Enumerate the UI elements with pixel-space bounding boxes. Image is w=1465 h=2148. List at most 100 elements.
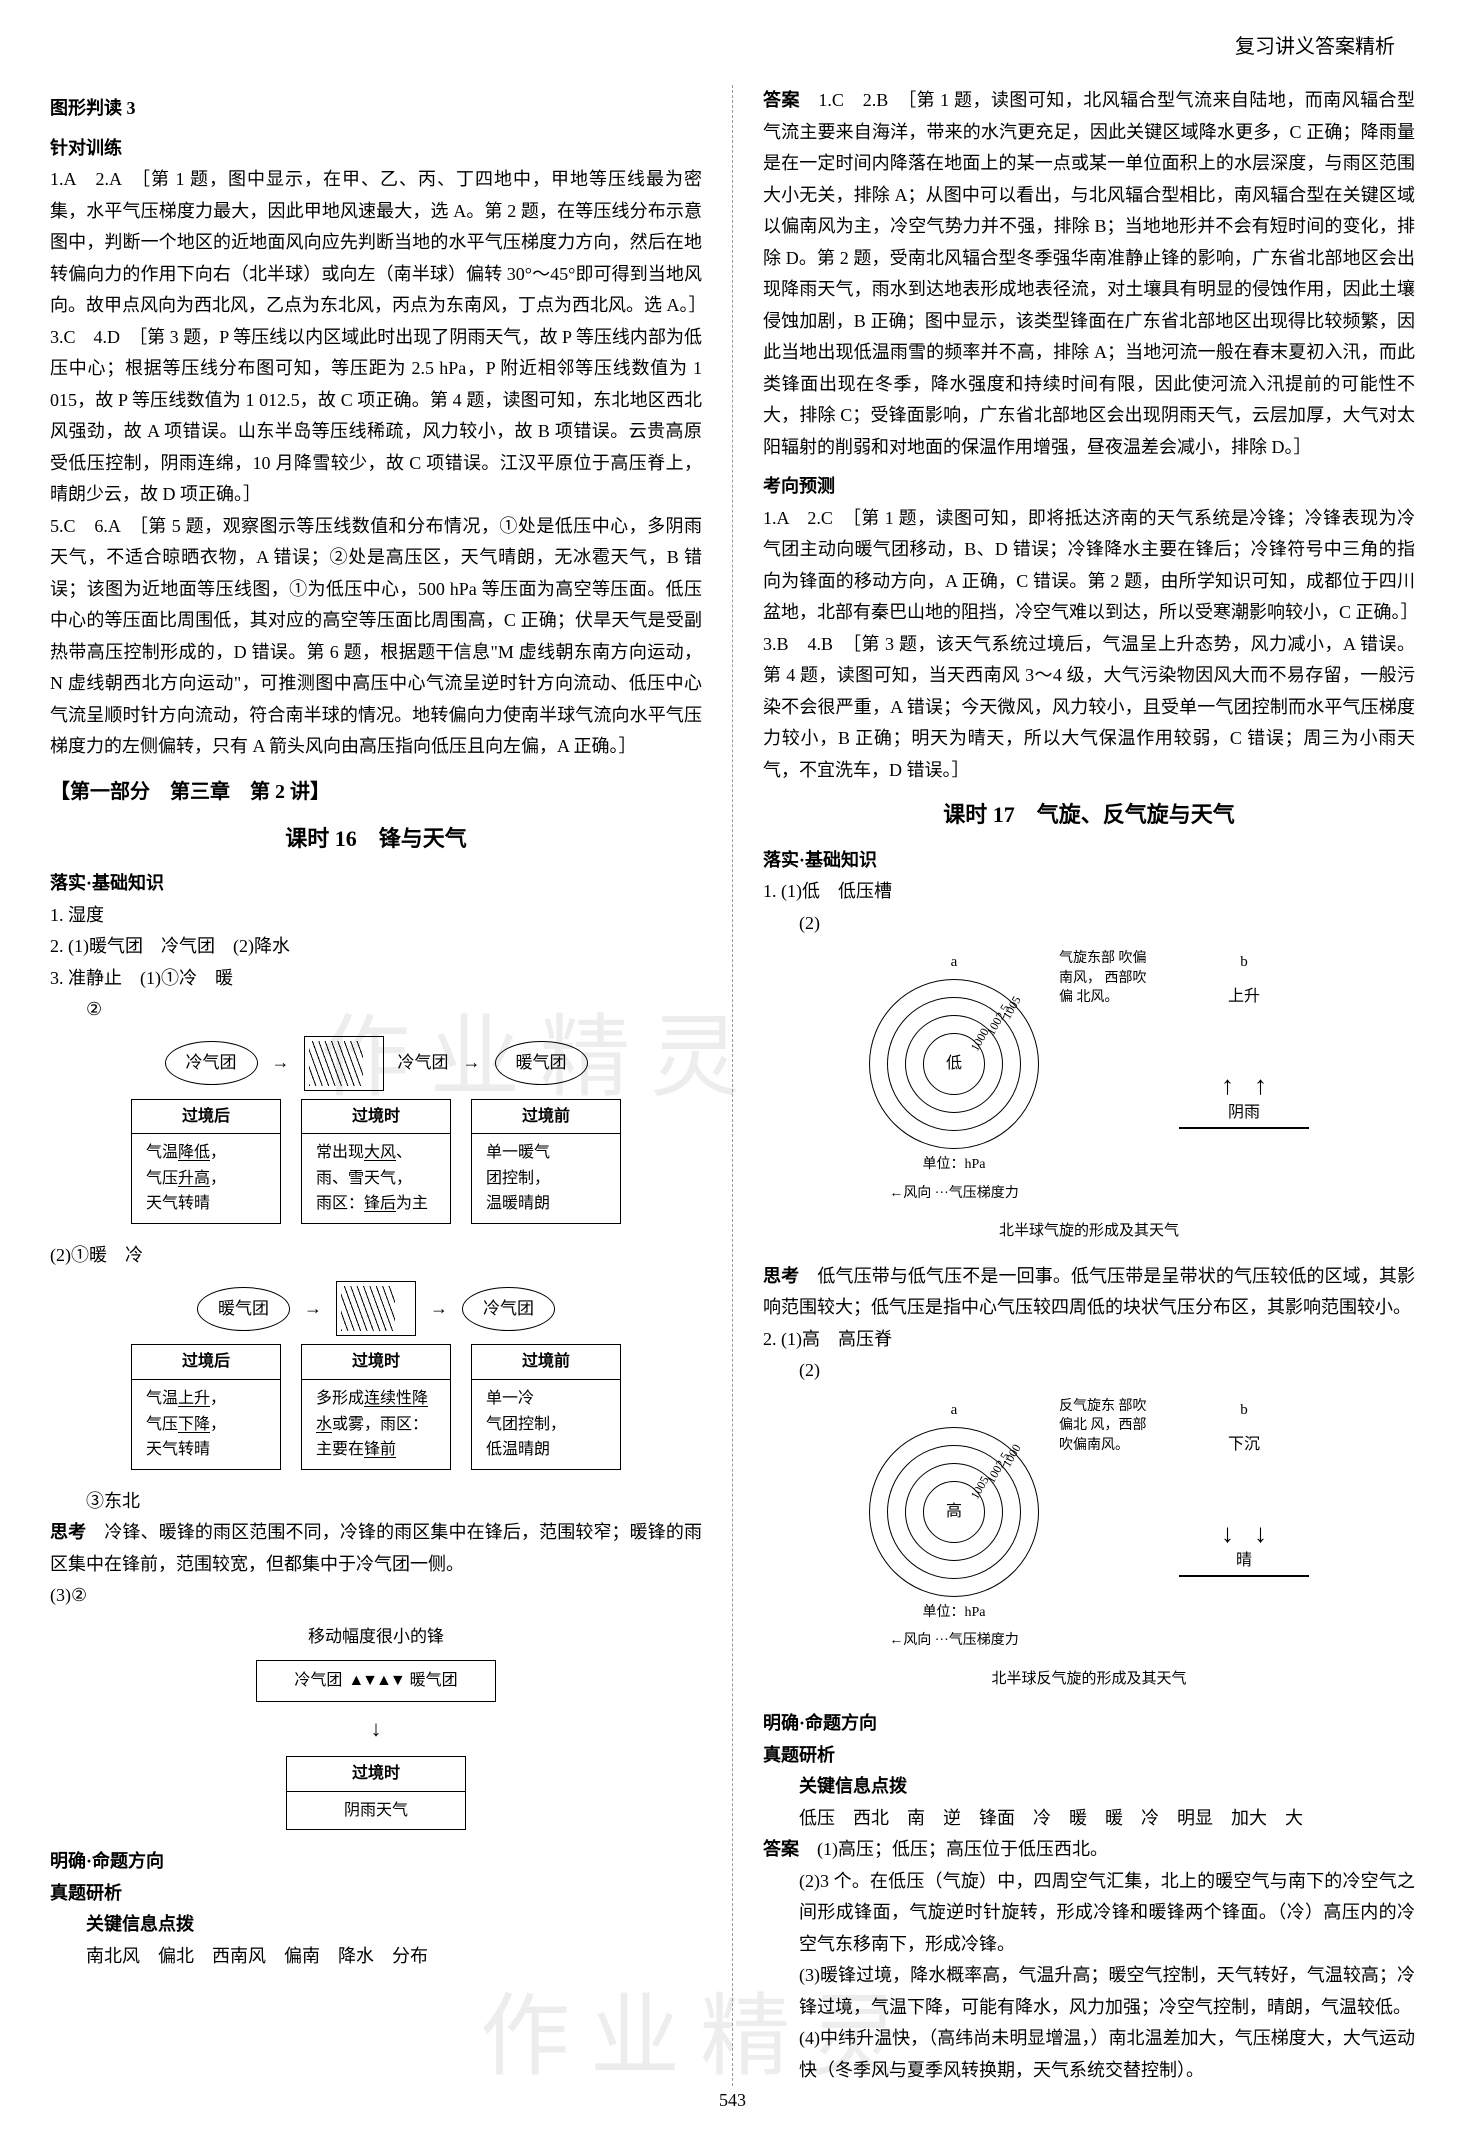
phase-after-box: 过境后 气温降低，气压升高，天气转晴 <box>131 1099 281 1224</box>
stationary-phase-title: 过境时 <box>287 1757 465 1792</box>
column-divider <box>732 85 733 2086</box>
warm-mass-blob: 暖气团 <box>495 1041 588 1085</box>
direction-title: 明确·命题方向 <box>50 1846 702 1878</box>
key-info-row-r: 低压 西北 南 逆 锋面 冷 暖 暖 冷 明显 加大 大 <box>763 1803 1415 1835</box>
sinking-air-icon: 下沉 ↓↓ 晴 <box>1179 1427 1309 1577</box>
label-a: a <box>951 1397 958 1423</box>
front-surface-icon <box>304 1036 384 1091</box>
label-b: b <box>1240 949 1248 975</box>
phase-during-title: 过境时 <box>302 1100 450 1135</box>
basics-r-1-2: (2) <box>763 908 1415 940</box>
basics-item-3b: ② <box>50 994 702 1026</box>
left-column: 图形判读 3 针对训练 1.A 2.A ［第 1 题，图中显示，在甲、乙、丙、丁… <box>50 85 702 2086</box>
basics-item-1: 1. 湿度 <box>50 900 702 932</box>
phase-before-box: 过境前 单一暖气团控制，温暖晴朗 <box>471 1099 621 1224</box>
answers-block-1: 答案 1.C 2.B ［第 1 题，读图可知，北风辐合型气流来自陆地，而南风辐合… <box>763 85 1415 463</box>
basics-item-3: 3. 准静止 (1)①冷 暖 <box>50 963 702 995</box>
anticyclone-wind-note: 反气旋东 部吹偏北 风，西部 吹偏南风。 <box>1059 1397 1159 1456</box>
stationary-phase-box: 过境时 阴雨天气 <box>286 1756 466 1830</box>
stationary-front-diagram: 移动幅度很小的锋 冷气团 ▲▼▲▼ 暖气团 ↓ 过境时 阴雨天气 <box>50 1622 702 1830</box>
basics-title-r: 落实·基础知识 <box>763 845 1415 877</box>
answer-2-4: (4)中纬升温快，（高纬尚未明显增温，）南北温差加大，气压梯度大，大气运动快（冬… <box>763 2023 1415 2086</box>
rain-label: 阴雨 <box>1228 1099 1260 1127</box>
front-surface-icon <box>336 1281 416 1336</box>
prediction-q1-2: 1.A 2.C ［第 1 题，读图可知，即将抵达济南的天气系统是冷锋；冷锋表现为… <box>763 503 1415 629</box>
think-text: 冷锋、暖锋的雨区范围不同，冷锋的雨区集中在锋后，范围较窄；暖锋的雨区集中在锋前，… <box>50 1522 702 1574</box>
cyclone-diagram: a 低 1000 1002.5 1005 单位：hPa ←风向 ···气压梯度力… <box>763 949 1415 1245</box>
basics-r-1: 1. (1)低 低压槽 <box>763 876 1415 908</box>
basics-2-1: (2)①暖 冷 <box>50 1240 702 1272</box>
cold-mass-blob: 冷气团 <box>462 1287 555 1331</box>
page-number: 543 <box>0 2085 1465 2117</box>
cold-text: 冷气团 <box>294 1667 342 1695</box>
label-a: a <box>951 949 958 975</box>
anticyclone-circles-icon: 高 1005 1002.5 1000 <box>869 1427 1039 1597</box>
figreading-title: 图形判读 3 <box>50 93 702 125</box>
legend-label: ←风向 ···气压梯度力 <box>889 1629 1019 1654</box>
answer-label-2: 答案 <box>763 1839 799 1859</box>
cyclone-wind-note: 气旋东部 吹偏南风， 西部吹偏 北风。 <box>1059 949 1159 1008</box>
phase-before-box: 过境前 单一冷气团控制，低温晴朗 <box>471 1344 621 1469</box>
cold-mass-blob: 冷气团 <box>165 1041 258 1085</box>
warm-mass-blob: 暖气团 <box>197 1287 290 1331</box>
part-chapter-title: 【第一部分 第三章 第 2 讲】 <box>50 775 702 810</box>
answer-1-2-text: 1.C 2.B ［第 1 题，读图可知，北风辐合型气流来自陆地，而南风辐合型气流… <box>763 90 1415 457</box>
unit-label: 单位：hPa <box>923 1601 986 1626</box>
phase-during-box: 过境时 多形成连续性降水或雾，雨区：主要在锋前 <box>301 1344 451 1469</box>
direction-title-r: 明确·命题方向 <box>763 1708 1415 1740</box>
think-paragraph-r: 思考 低气压带与低气压不是一回事。低气压带是呈带状的气压较低的区域，其影响范围较… <box>763 1261 1415 1324</box>
warm-text: 暖气团 <box>410 1667 458 1695</box>
down-label: 下沉 <box>1228 1431 1260 1459</box>
cyclone-caption: 北半球气旋的形成及其天气 <box>999 1218 1179 1244</box>
rising-air-icon: 上升 ↑↑ 阴雨 <box>1179 979 1309 1129</box>
answer-2-1: (1)高压；低压；高压位于低压西北。 <box>817 1839 1108 1859</box>
think-paragraph: 思考 冷锋、暖锋的雨区范围不同，冷锋的雨区集中在锋后，范围较窄；暖锋的雨区集中在… <box>50 1517 702 1580</box>
phase-after-title: 过境后 <box>132 1345 280 1380</box>
up-label: 上升 <box>1228 983 1260 1011</box>
key-info-title-r: 关键信息点拨 <box>763 1771 1415 1803</box>
answers-2: 答案 (1)高压；低压；高压位于低压西北。 <box>763 1834 1415 1866</box>
real-exam-title: 真题研析 <box>50 1878 702 1910</box>
basics-3-ne: ③东北 <box>50 1486 702 1518</box>
phase-during-title: 过境时 <box>302 1345 450 1380</box>
legend-label: ←风向 ···气压梯度力 <box>889 1182 1019 1207</box>
think-label: 思考 <box>50 1522 86 1542</box>
prediction-title: 考向预测 <box>763 471 1415 503</box>
basics-r-2: 2. (1)高 高压脊 <box>763 1324 1415 1356</box>
phase-before-title: 过境前 <box>472 1100 620 1135</box>
answer-q3-4: 3.C 4.D ［第 3 题，P 等压线以内区域此时出现了阴雨天气，故 P 等压… <box>50 322 702 511</box>
right-column: 答案 1.C 2.B ［第 1 题，读图可知，北风辐合型气流来自陆地，而南风辐合… <box>763 85 1415 2086</box>
page-header: 复习讲义答案精析 <box>50 30 1415 65</box>
phase-during-box: 过境时 常出现大风、雨、雪天气，雨区：锋后为主 <box>301 1099 451 1224</box>
think-label-r: 思考 <box>763 1266 799 1286</box>
front-symbol-icon: ▲▼▲▼ <box>348 1667 403 1695</box>
anticyclone-diagram: a 高 1005 1002.5 1000 单位：hPa ←风向 ···气压梯度力… <box>763 1397 1415 1693</box>
label-b: b <box>1240 1397 1248 1423</box>
cold-label: 冷气团 <box>398 1048 449 1078</box>
stationary-hint: 移动幅度很小的锋 <box>308 1622 444 1652</box>
down-arrow-icon: ↓ <box>371 1710 382 1749</box>
two-column-layout: 图形判读 3 针对训练 1.A 2.A ［第 1 题，图中显示，在甲、乙、丙、丁… <box>50 85 1415 2086</box>
lesson-17-title: 课时 17 气旋、反气旋与天气 <box>763 796 1415 835</box>
key-info-row: 南北风 偏北 西南风 偏南 降水 分布 <box>50 1941 702 1973</box>
cyclone-circles-icon: 低 1000 1002.5 1005 <box>869 979 1039 1149</box>
think-text-r: 低气压带与低气压不是一回事。低气压带是呈带状的气压较低的区域，其影响范围较大；低… <box>763 1266 1415 1318</box>
basics-r-2-2: (2) <box>763 1355 1415 1387</box>
basics-3-2: (3)② <box>50 1580 702 1612</box>
answer-q5-6: 5.C 6.A ［第 5 题，观察图示等压线数值和分布情况，①处是低压中心，多阴… <box>50 511 702 763</box>
answer-q1-2: 1.A 2.A ［第 1 题，图中显示，在甲、乙、丙、丁四地中，甲地等压线最为密… <box>50 164 702 322</box>
lesson-16-title: 课时 16 锋与天气 <box>50 820 702 859</box>
arrow-icon: → <box>304 1293 322 1325</box>
arrow-icon: → <box>430 1293 448 1325</box>
stationary-body: 阴雨天气 <box>344 1802 408 1819</box>
cyclone-center: 低 <box>939 1049 969 1079</box>
phase-after-box: 过境后 气温上升，气压下降，天气转晴 <box>131 1344 281 1469</box>
basics-item-2: 2. (1)暖气团 冷气团 (2)降水 <box>50 931 702 963</box>
key-info-title: 关键信息点拨 <box>50 1909 702 1941</box>
arrow-icon: → <box>463 1047 481 1079</box>
arrow-icon: → <box>272 1047 290 1079</box>
clear-label: 晴 <box>1236 1547 1252 1575</box>
answer-2-2: (2)3 个。在低压（气旋）中，四周空气汇集，北上的暖空气与南下的冷空气之间形成… <box>763 1866 1415 1961</box>
real-exam-title-r: 真题研析 <box>763 1740 1415 1772</box>
anticyclone-caption: 北半球反气旋的形成及其天气 <box>991 1666 1186 1692</box>
